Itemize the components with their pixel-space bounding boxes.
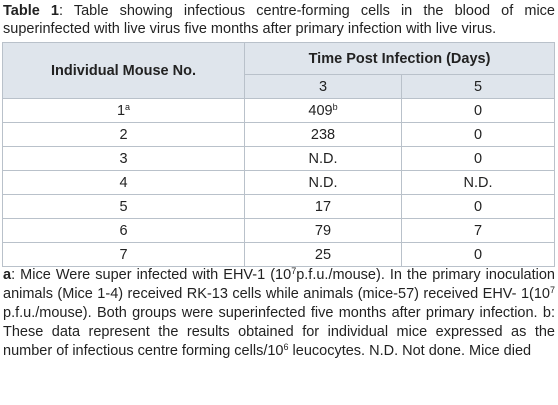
table-row: 1a 409b 0 bbox=[2, 98, 555, 123]
cell-text: 3 bbox=[119, 150, 128, 167]
day-header: 5 bbox=[401, 74, 555, 99]
time-header: Time Post Infection (Days) bbox=[244, 42, 555, 75]
cell-text: 7 bbox=[119, 246, 128, 263]
cell-text: N.D. bbox=[308, 174, 338, 191]
footnote: a: Mice Were super infected with EHV-1 (… bbox=[3, 266, 555, 361]
mouse-header: Individual Mouse No. bbox=[2, 42, 245, 99]
table-row: 4 N.D. N.D. bbox=[2, 170, 555, 195]
table-row: 2 238 0 bbox=[2, 122, 555, 147]
table-cell: 1a bbox=[2, 98, 245, 123]
footnote-part: p.f.u./mouse). Both groups were superinf… bbox=[3, 305, 555, 359]
footnote-part: 7 bbox=[549, 285, 555, 295]
table-cell: N.D. bbox=[244, 146, 402, 171]
table-cell: 17 bbox=[244, 194, 402, 219]
table-cell: 409b bbox=[244, 98, 402, 123]
footnote-part: a bbox=[3, 267, 12, 283]
cell-superscript: b bbox=[332, 101, 338, 112]
footnote-part: 7 bbox=[291, 266, 297, 276]
cell-text: 0 bbox=[473, 150, 483, 167]
table-cell: 79 bbox=[244, 218, 402, 243]
cell-text: 238 bbox=[310, 126, 336, 143]
cell-text: 25 bbox=[314, 246, 332, 263]
footnote-part: p.f.u./mouse). In the primary inoculatio… bbox=[3, 267, 555, 302]
table-row: 3 N.D. 0 bbox=[2, 146, 555, 171]
table-cell: 2 bbox=[2, 122, 245, 147]
table-row: 6 79 7 bbox=[2, 218, 555, 243]
table-cell: 6 bbox=[2, 218, 245, 243]
table-cell: 5 bbox=[2, 194, 245, 219]
cell-superscript: a bbox=[125, 101, 131, 112]
caption-text: : Table showing infectious centre-formin… bbox=[3, 3, 555, 37]
day-header: 3 bbox=[244, 74, 402, 99]
caption-label: Table 1 bbox=[3, 3, 59, 19]
subheader-row: 3 5 bbox=[3, 74, 555, 99]
table-row: 7 25 0 bbox=[2, 242, 555, 267]
cell-text: 4 bbox=[119, 174, 128, 191]
table-cell: N.D. bbox=[401, 170, 555, 195]
cell-text: N.D. bbox=[463, 174, 493, 191]
table-row: 5 17 0 bbox=[2, 194, 555, 219]
cell-text: 0 bbox=[473, 126, 483, 143]
table-cell: 7 bbox=[401, 218, 555, 243]
cell-text: 0 bbox=[473, 102, 483, 119]
cell-text: 5 bbox=[119, 198, 128, 215]
cell-text: 6 bbox=[119, 222, 128, 239]
table-cell: 0 bbox=[401, 98, 555, 123]
table-cell: 7 bbox=[2, 242, 245, 267]
table-cell: 0 bbox=[401, 146, 555, 171]
table-cell: 25 bbox=[244, 242, 402, 267]
footnote-part: 6 bbox=[283, 342, 289, 352]
cell-text: 0 bbox=[473, 198, 483, 215]
header-row: Individual Mouse No. Time Post Infection… bbox=[2, 42, 555, 99]
table-cell: 0 bbox=[401, 242, 555, 267]
cell-text: 7 bbox=[473, 222, 483, 239]
table-cell: 0 bbox=[401, 122, 555, 147]
cell-text: 0 bbox=[473, 246, 483, 263]
cell-text: 409 bbox=[308, 102, 333, 119]
caption: Table 1: Table showing infectious centre… bbox=[3, 2, 555, 38]
data-table: Individual Mouse No. Time Post Infection… bbox=[2, 42, 555, 267]
cell-text: 1 bbox=[116, 102, 126, 119]
table-cell: N.D. bbox=[244, 170, 402, 195]
cell-text: 2 bbox=[119, 126, 128, 143]
table-cell: 0 bbox=[401, 194, 555, 219]
cell-text: 79 bbox=[314, 222, 332, 239]
footnote-part: leucocytes. N.D. Not done. Mice died bbox=[288, 343, 532, 359]
table-cell: 238 bbox=[244, 122, 402, 147]
table-cell: 4 bbox=[2, 170, 245, 195]
table-body: 1a 409b 0 2 238 0 3 N.D. 0 4 N.D. N.D. 5 17 0 6 79 7 7 25 0 bbox=[2, 98, 555, 267]
footnote-part: : Mice Were super infected with EHV-1 (1… bbox=[11, 267, 292, 283]
cell-text: 17 bbox=[314, 198, 332, 215]
table-cell: 3 bbox=[2, 146, 245, 171]
cell-text: N.D. bbox=[308, 150, 338, 167]
